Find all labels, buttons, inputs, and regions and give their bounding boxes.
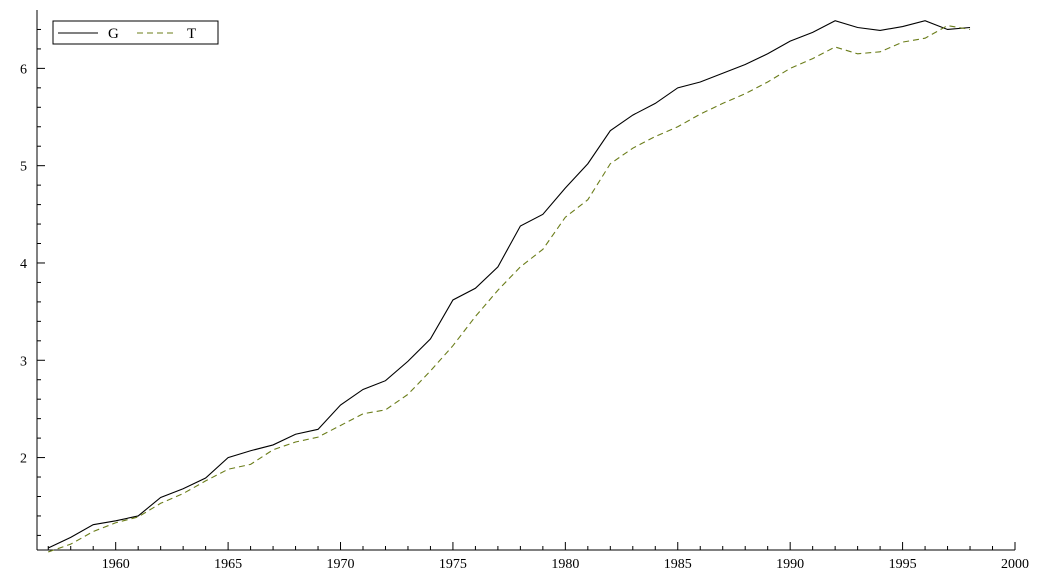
legend-label-t: T [187, 26, 196, 42]
series-layer [48, 21, 970, 552]
y-tick-label: 5 [20, 160, 27, 175]
legend-label-g: G [108, 26, 119, 42]
x-tick-label: 2000 [1001, 557, 1029, 572]
x-tick-label: 1965 [214, 557, 242, 572]
series-line-g [48, 21, 970, 548]
axes [37, 10, 1015, 550]
x-tick-label: 1980 [551, 557, 579, 572]
x-tick-label: 1995 [889, 557, 917, 572]
y-tick-label: 3 [20, 354, 27, 369]
x-tick-label: 1985 [664, 557, 692, 572]
x-tick-label: 1970 [327, 557, 355, 572]
y-tick-label: 2 [20, 452, 27, 467]
x-tick-label: 1990 [776, 557, 804, 572]
series-line-t [48, 26, 970, 552]
y-tick-label: 6 [20, 62, 27, 77]
y-tick-label: 4 [20, 257, 27, 272]
ticks: 1960 1965 1970 1975 1980 1985 1990 1995 2000 2 3 4 5… [20, 29, 1029, 572]
x-tick-label: 1960 [102, 557, 130, 572]
x-tick-label: 1975 [439, 557, 467, 572]
